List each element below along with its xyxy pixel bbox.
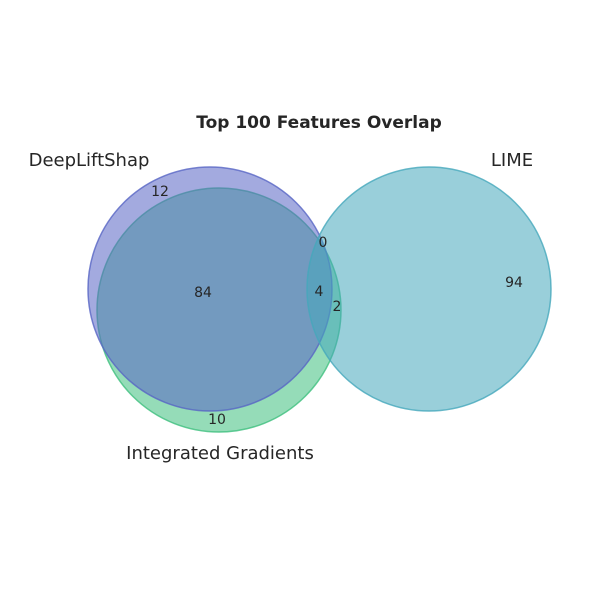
- region-deepliftshap-lime: 0: [319, 235, 328, 251]
- region-deepliftshap-only: 12: [151, 184, 169, 200]
- region-lime-only: 94: [505, 275, 523, 291]
- region-integrated-gradients-only: 10: [208, 412, 226, 428]
- set-label-deepliftshap: DeepLiftShap: [29, 150, 150, 171]
- lime-circle: [306, 166, 552, 412]
- set-label-lime: LIME: [491, 150, 533, 171]
- region-deepliftshap-integrated-gradients: 84: [194, 285, 212, 301]
- region-integrated-gradients-lime: 2: [333, 299, 342, 315]
- set-label-integrated-gradients: Integrated Gradients: [126, 443, 314, 464]
- chart-title: Top 100 Features Overlap: [196, 113, 442, 133]
- region-all-three: 4: [315, 284, 324, 300]
